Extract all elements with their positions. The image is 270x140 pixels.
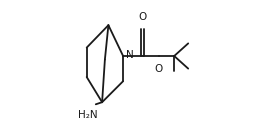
Text: N: N [126,50,134,60]
Text: O: O [139,12,147,22]
Text: H₂N: H₂N [78,110,98,121]
Text: O: O [155,64,163,74]
